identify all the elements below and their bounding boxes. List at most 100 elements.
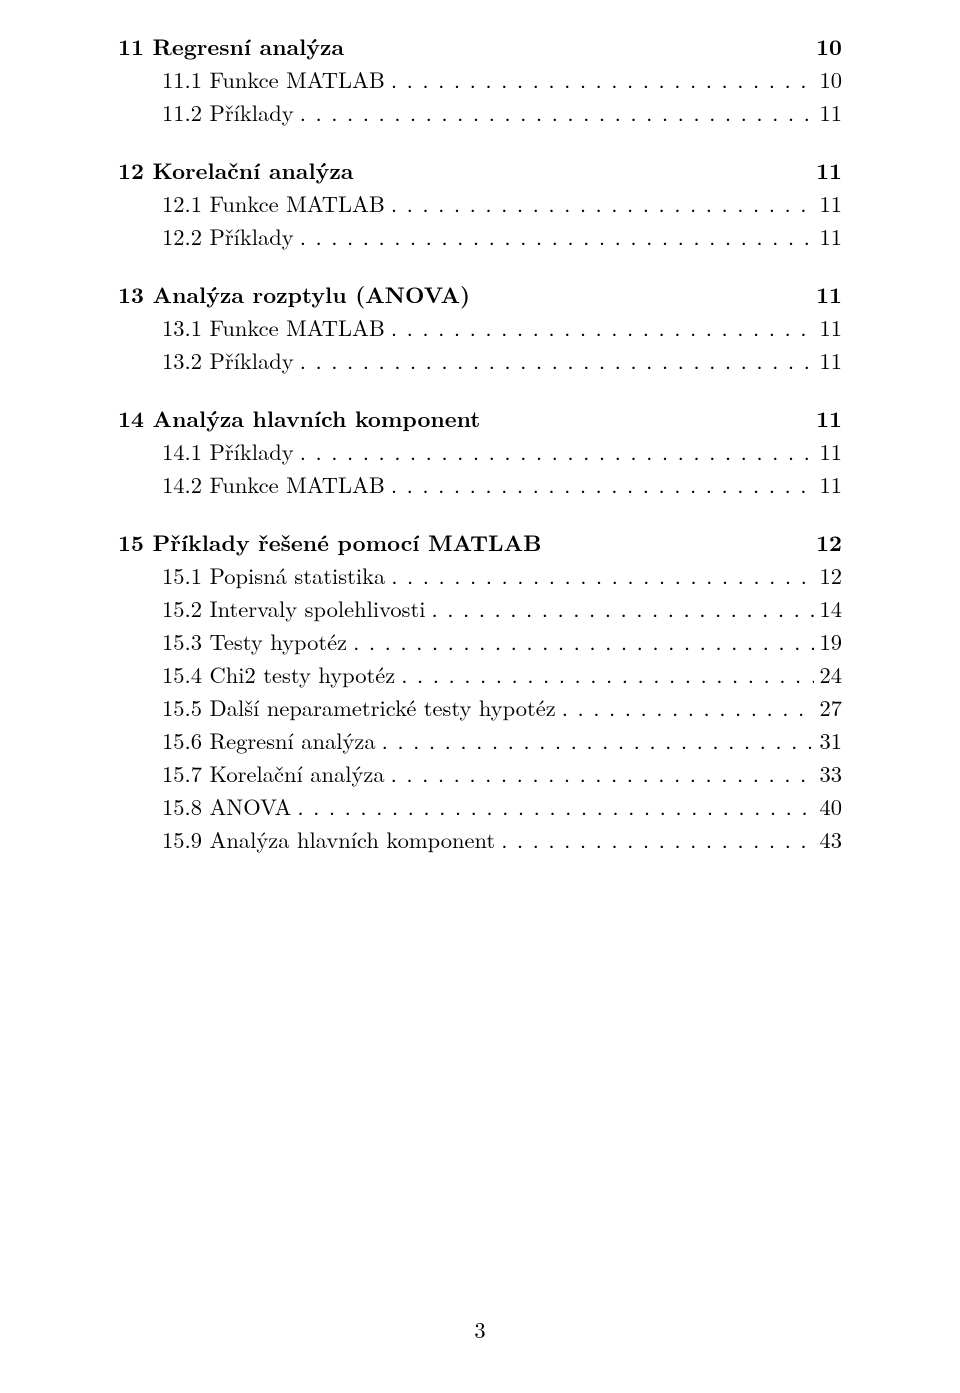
toc-subitem-number: 12.1 [162, 187, 202, 219]
toc-subitem-title: Funkce MATLAB [210, 63, 385, 95]
toc-subitem-label: 11.1 Funkce MATLAB [162, 63, 387, 95]
toc-section-page: 12 [816, 526, 842, 558]
toc-subitem-number: 14.1 [162, 435, 202, 467]
toc-subitem-page: 40 [814, 790, 842, 822]
toc-subitem-label: 15.4 Chi2 testy hypotéz [162, 658, 397, 690]
toc-section-title: Příklady řešené pomocí MATLAB [153, 526, 542, 558]
toc-subitem-label: 15.5 Další neparametrické testy hypotéz [162, 691, 558, 723]
toc-section-page: 11 [816, 278, 842, 310]
toc-subitem-title: Korelační analýza [210, 757, 385, 789]
toc-section: 11 Regresní analýza1011.1 Funkce MATLAB1… [118, 30, 842, 128]
toc-subitem-number: 11.1 [162, 63, 202, 95]
toc-subitem-page: 11 [814, 96, 842, 128]
toc-subitem-page: 11 [814, 344, 842, 376]
toc-subitem-number: 15.6 [162, 724, 202, 756]
toc-section: 12 Korelační analýza1112.1 Funkce MATLAB… [118, 154, 842, 252]
toc-subitem: 15.9 Analýza hlavních komponent43 [118, 823, 842, 855]
toc-subitem: 15.8 ANOVA 40 [118, 790, 842, 822]
toc-dot-leader [293, 790, 814, 822]
toc-subitem-label: 15.8 ANOVA [162, 790, 293, 822]
toc-subitem-label: 15.3 Testy hypotéz [162, 625, 349, 657]
toc-section-label: 14 Analýza hlavních komponent [118, 402, 816, 434]
toc-subitem: 15.2 Intervaly spolehlivosti14 [118, 592, 842, 624]
toc-subitem-page: 27 [814, 691, 842, 723]
toc-subitem-title: Popisná statistika [210, 559, 386, 591]
toc-subitem: 11.2 Příklady 11 [118, 96, 842, 128]
toc-section-title: Analýza hlavních komponent [153, 402, 481, 434]
toc-subitem-title: Příklady [210, 96, 294, 128]
toc-subitem-title: Další neparametrické testy hypotéz [210, 691, 556, 723]
toc-dot-leader [296, 435, 814, 467]
toc-subitem-page: 24 [814, 658, 842, 690]
toc-dot-leader [387, 757, 814, 789]
toc-section: 14 Analýza hlavních komponent1114.1 Přík… [118, 402, 842, 500]
toc-subitem-label: 11.2 Příklady [162, 96, 296, 128]
toc-subitem-number: 15.7 [162, 757, 202, 789]
toc-section-number: 15 [118, 526, 144, 558]
toc-subitem-page: 11 [814, 311, 842, 343]
toc-subitem-label: 15.2 Intervaly spolehlivosti [162, 592, 427, 624]
toc-subitem: 12.2 Příklady 11 [118, 220, 842, 252]
toc-section-line: 14 Analýza hlavních komponent11 [118, 402, 842, 434]
toc-subitem-label: 15.1 Popisná statistika [162, 559, 387, 591]
toc-dot-leader [387, 187, 814, 219]
toc-section-number: 13 [118, 278, 144, 310]
toc-dot-leader [497, 823, 814, 855]
toc-root: 11 Regresní analýza1011.1 Funkce MATLAB1… [118, 30, 842, 855]
toc-section-line: 13 Analýza rozptylu (ANOVA) 11 [118, 278, 842, 310]
toc-subitem-label: 12.2 Příklady [162, 220, 296, 252]
toc-section-label: 11 Regresní analýza [118, 30, 816, 62]
toc-dot-leader [397, 658, 814, 690]
toc-subitem-page: 31 [814, 724, 842, 756]
toc-dot-leader [387, 311, 814, 343]
toc-subitem: 15.3 Testy hypotéz 19 [118, 625, 842, 657]
toc-subitem-number: 11.2 [162, 96, 202, 128]
toc-subitem-title: Intervaly spolehlivosti [210, 592, 426, 624]
toc-subitem: 14.1 Příklady11 [118, 435, 842, 467]
toc-subitem-title: Funkce MATLAB [210, 187, 385, 219]
toc-subitem-title: Regresní analýza [210, 724, 376, 756]
toc-section-line: 15 Příklady řešené pomocí MATLAB12 [118, 526, 842, 558]
toc-subitem: 13.1 Funkce MATLAB 11 [118, 311, 842, 343]
toc-subitem-number: 14.2 [162, 468, 202, 500]
toc-section-number: 14 [118, 402, 144, 434]
toc-section-page: 11 [816, 154, 842, 186]
toc-subitem-number: 15.4 [162, 658, 202, 690]
toc-subitem-title: Analýza hlavních komponent [210, 823, 496, 855]
toc-subitem: 15.1 Popisná statistika 12 [118, 559, 842, 591]
toc-subitem-number: 15.8 [162, 790, 202, 822]
toc-subitem-title: ANOVA [210, 790, 292, 822]
toc-subitem-number: 15.3 [162, 625, 202, 657]
toc-section-page: 10 [816, 30, 842, 62]
toc-section: 15 Příklady řešené pomocí MATLAB1215.1 P… [118, 526, 842, 855]
toc-dot-leader [349, 625, 814, 657]
toc-section-number: 12 [118, 154, 144, 186]
toc-subitem-number: 15.9 [162, 823, 202, 855]
toc-subitem-page: 11 [814, 187, 842, 219]
toc-subitem-title: Funkce MATLAB [210, 468, 385, 500]
toc-subitem-number: 13.1 [162, 311, 202, 343]
toc-subitem: 15.4 Chi2 testy hypotéz 24 [118, 658, 842, 690]
toc-subitem: 13.2 Příklady11 [118, 344, 842, 376]
toc-section-title: Analýza rozptylu (ANOVA) [153, 278, 471, 310]
toc-section: 13 Analýza rozptylu (ANOVA)1113.1 Funkce… [118, 278, 842, 376]
toc-section-label: 15 Příklady řešené pomocí MATLAB [118, 526, 816, 558]
toc-subitem: 15.6 Regresní analýza 31 [118, 724, 842, 756]
toc-subitem-page: 11 [814, 220, 842, 252]
toc-subitem-page: 12 [814, 559, 842, 591]
toc-subitem-label: 14.1 Příklady [162, 435, 296, 467]
toc-subitem-title: Chi2 testy hypotéz [210, 658, 396, 690]
toc-subitem-label: 13.1 Funkce MATLAB [162, 311, 387, 343]
toc-dot-leader [296, 96, 814, 128]
toc-dot-leader [296, 344, 814, 376]
toc-subitem-title: Testy hypotéz [210, 625, 348, 657]
toc-section-line: 12 Korelační analýza11 [118, 154, 842, 186]
toc-section-title: Regresní analýza [153, 30, 345, 62]
toc-subitem-number: 15.5 [162, 691, 202, 723]
toc-subitem-label: 15.6 Regresní analýza [162, 724, 378, 756]
toc-subitem-title: Příklady [210, 220, 294, 252]
toc-section-page: 11 [816, 402, 842, 434]
toc-dot-leader [387, 468, 814, 500]
toc-subitem-page: 19 [814, 625, 842, 657]
toc-subitem-label: 14.2 Funkce MATLAB [162, 468, 387, 500]
